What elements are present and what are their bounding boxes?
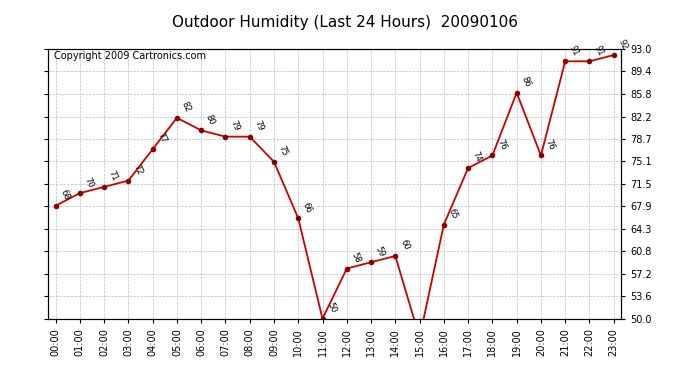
Text: 65: 65 bbox=[446, 207, 460, 220]
Text: 86: 86 bbox=[520, 75, 532, 88]
Text: 74: 74 bbox=[471, 150, 484, 164]
Text: 68: 68 bbox=[59, 188, 71, 201]
Text: 59: 59 bbox=[374, 245, 386, 258]
Text: 80: 80 bbox=[204, 113, 217, 126]
Text: 70: 70 bbox=[83, 176, 95, 189]
Text: 91: 91 bbox=[592, 44, 605, 57]
Text: 58: 58 bbox=[350, 251, 362, 264]
Text: 92: 92 bbox=[616, 38, 629, 51]
Text: 82: 82 bbox=[179, 100, 193, 114]
Text: 72: 72 bbox=[131, 163, 144, 177]
Text: 47: 47 bbox=[0, 374, 1, 375]
Text: Outdoor Humidity (Last 24 Hours)  20090106: Outdoor Humidity (Last 24 Hours) 2009010… bbox=[172, 15, 518, 30]
Text: 50: 50 bbox=[325, 301, 338, 315]
Text: 60: 60 bbox=[398, 238, 411, 252]
Text: 91: 91 bbox=[568, 44, 580, 57]
Text: Copyright 2009 Cartronics.com: Copyright 2009 Cartronics.com bbox=[54, 51, 206, 62]
Text: 75: 75 bbox=[277, 144, 289, 158]
Text: 71: 71 bbox=[107, 169, 119, 183]
Text: 76: 76 bbox=[495, 138, 508, 152]
Text: 79: 79 bbox=[253, 119, 265, 132]
Text: 76: 76 bbox=[544, 138, 556, 152]
Text: 79: 79 bbox=[228, 119, 241, 132]
Text: 77: 77 bbox=[155, 132, 168, 145]
Text: 66: 66 bbox=[301, 201, 314, 214]
